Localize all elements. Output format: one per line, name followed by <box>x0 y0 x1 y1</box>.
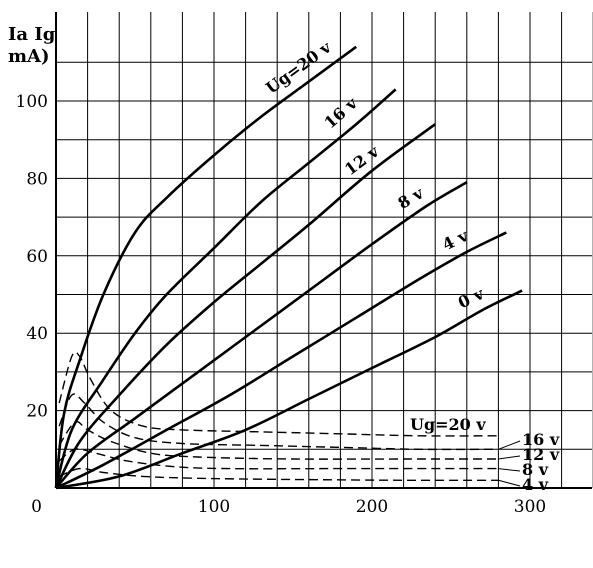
grid-current-curve <box>58 448 499 470</box>
grid-label-leader <box>498 479 521 487</box>
y-tick-label: 60 <box>26 247 48 267</box>
y-tick-label: 80 <box>26 169 48 189</box>
anode-curve-label: 12 v <box>341 141 383 179</box>
y-tick-label: 20 <box>26 402 48 422</box>
y-axis-label-line2: mA) <box>8 46 50 67</box>
origin-label: 0 <box>31 497 42 517</box>
grid-current-curve <box>58 351 499 437</box>
grid-current-label: 16 v <box>522 430 560 449</box>
curve-labels: Ug=20 v16 v12 v8 v4 v0 vUg=20 v16 v12 v8… <box>262 37 560 494</box>
anode-curve <box>55 231 507 490</box>
x-tick-label: 300 <box>514 497 546 517</box>
grid-current-label: Ug=20 v <box>410 415 486 434</box>
grid-label-leader <box>498 455 521 460</box>
grid-current-label: 4 v <box>522 475 549 494</box>
tick-labels: 100 200 300 20 40 60 80 100 <box>16 92 547 517</box>
axes <box>55 12 592 489</box>
y-tick-label: 100 <box>16 92 48 112</box>
y-axis-label-line1: Ia Ig <box>8 24 56 45</box>
x-tick-label: 200 <box>356 497 388 517</box>
y-tick-label: 40 <box>26 324 48 344</box>
grid-current-curve <box>58 393 499 451</box>
grid-current-curves <box>58 351 521 487</box>
anode-curve <box>55 289 523 490</box>
anode-curve <box>55 181 468 489</box>
grid-current-label: 8 v <box>522 460 549 479</box>
grid-label-leader <box>498 440 521 450</box>
anode-curve <box>54 123 436 489</box>
grid-label-leader <box>498 468 521 472</box>
anode-curve <box>54 88 397 489</box>
grid-current-curve <box>58 420 499 460</box>
grid-current-label: 12 v <box>522 445 560 464</box>
anode-current-curves <box>54 45 523 490</box>
x-tick-label: 100 <box>198 497 230 517</box>
anode-curve-label: 0 v <box>455 284 487 313</box>
anode-curve <box>54 45 357 489</box>
